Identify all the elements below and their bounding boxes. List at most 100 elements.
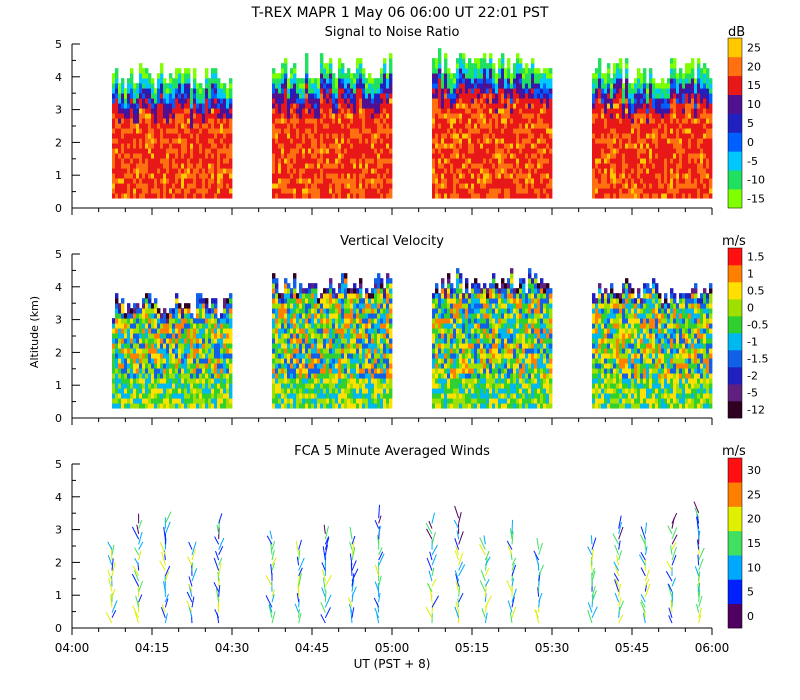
heatmap-cell <box>181 353 185 359</box>
heatmap-cell <box>290 123 294 129</box>
heatmap-cell <box>489 118 493 124</box>
heatmap-cell <box>190 138 194 144</box>
heatmap-cell <box>341 188 345 194</box>
heatmap-cell <box>193 358 197 364</box>
heatmap-cell <box>275 88 279 94</box>
heatmap-cell <box>184 173 188 179</box>
heatmap-cell <box>540 193 544 199</box>
heatmap-cell <box>169 153 173 159</box>
heatmap-cell <box>380 153 384 159</box>
heatmap-cell <box>380 148 384 154</box>
heatmap-cell <box>646 173 650 179</box>
heatmap-cell <box>453 148 457 154</box>
heatmap-cell <box>169 113 173 119</box>
heatmap-cell <box>181 348 185 354</box>
heatmap-cell <box>124 103 128 109</box>
heatmap-cell <box>190 343 194 349</box>
heatmap-cell <box>628 193 632 199</box>
heatmap-cell <box>622 113 626 119</box>
heatmap-cell <box>462 158 466 164</box>
heatmap-cell <box>670 133 674 139</box>
heatmap-cell <box>353 98 357 104</box>
heatmap-cell <box>353 108 357 114</box>
heatmap-cell <box>613 138 617 144</box>
heatmap-cell <box>610 83 614 89</box>
heatmap-cell <box>199 108 203 114</box>
heatmap-cell <box>441 158 445 164</box>
heatmap-cell <box>181 108 185 114</box>
heatmap-cell <box>676 188 680 194</box>
heatmap-cell <box>127 343 131 349</box>
heatmap-cell <box>637 188 641 194</box>
heatmap-cell <box>284 148 288 154</box>
heatmap-cell <box>353 183 357 189</box>
heatmap-cell <box>118 153 122 159</box>
heatmap-cell <box>549 183 553 189</box>
heatmap-cell <box>616 148 620 154</box>
heatmap-cell <box>694 153 698 159</box>
heatmap-cell <box>341 178 345 184</box>
heatmap-cell <box>691 63 695 69</box>
heatmap-cell <box>175 168 179 174</box>
heatmap-cell <box>592 108 596 114</box>
heatmap-cell <box>205 168 209 174</box>
heatmap-cell <box>115 348 119 354</box>
heatmap-cell <box>691 168 695 174</box>
heatmap-cell <box>667 83 671 89</box>
heatmap-cell <box>166 88 170 94</box>
heatmap-cell <box>166 133 170 139</box>
heatmap-cell <box>169 178 173 184</box>
heatmap-cell <box>453 73 457 79</box>
heatmap-cell <box>685 133 689 139</box>
heatmap-cell <box>226 98 230 104</box>
heatmap-cell <box>226 88 230 94</box>
heatmap-cell <box>697 78 701 84</box>
heatmap-cell <box>196 183 200 189</box>
heatmap-cell <box>510 88 514 94</box>
heatmap-cell <box>492 68 496 74</box>
heatmap-cell <box>314 193 318 199</box>
heatmap-cell <box>679 98 683 104</box>
heatmap-cell <box>522 123 526 129</box>
heatmap-cell <box>196 398 200 404</box>
heatmap-cell <box>184 153 188 159</box>
heatmap-cell <box>664 108 668 114</box>
heatmap-cell <box>296 123 300 129</box>
heatmap-cell <box>154 318 158 324</box>
heatmap-cell <box>658 148 662 154</box>
heatmap-cell <box>272 128 276 134</box>
heatmap-cell <box>199 123 203 129</box>
heatmap-cell <box>546 178 550 184</box>
heatmap-cell <box>308 153 312 159</box>
heatmap-cell <box>462 68 466 74</box>
heatmap-cell <box>163 363 167 369</box>
heatmap-cell <box>347 108 351 114</box>
heatmap-cell <box>151 128 155 134</box>
heatmap-cell <box>118 403 122 409</box>
heatmap-cell <box>172 118 176 124</box>
heatmap-cell <box>486 78 490 84</box>
heatmap-cell <box>483 178 487 184</box>
heatmap-cell <box>311 178 315 184</box>
heatmap-cell <box>196 108 200 114</box>
heatmap-cell <box>154 338 158 344</box>
heatmap-cell <box>640 78 644 84</box>
heatmap-cell <box>601 133 605 139</box>
heatmap-cell <box>202 93 206 99</box>
heatmap-cell <box>444 103 448 109</box>
heatmap-cell <box>432 148 436 154</box>
heatmap-cell <box>598 138 602 144</box>
heatmap-cell <box>326 123 330 129</box>
heatmap-cell <box>347 178 351 184</box>
heatmap-cell <box>519 163 523 169</box>
heatmap-cell <box>139 128 143 134</box>
heatmap-cell <box>601 138 605 144</box>
heatmap-cell <box>525 78 529 84</box>
heatmap-cell <box>604 78 608 84</box>
heatmap-cell <box>314 93 318 99</box>
heatmap-cell <box>652 118 656 124</box>
heatmap-cell <box>341 148 345 154</box>
heatmap-cell <box>148 383 152 389</box>
heatmap-cell <box>136 183 140 189</box>
heatmap-cell <box>549 173 553 179</box>
